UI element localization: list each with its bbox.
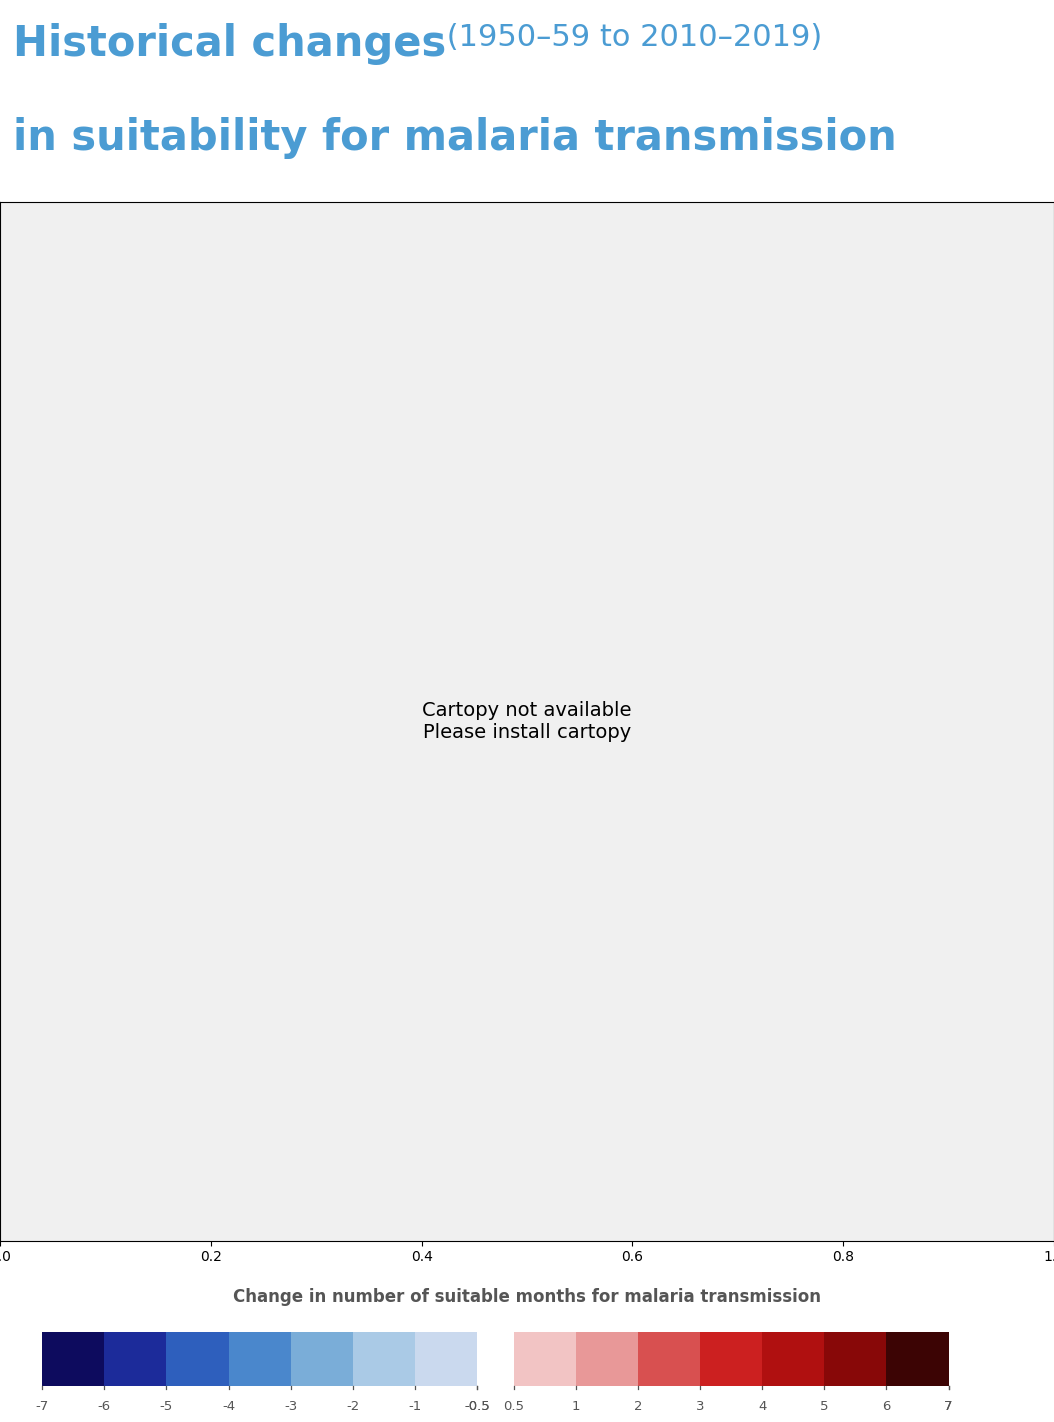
Text: 1: 1 xyxy=(571,1399,580,1413)
Bar xyxy=(42,1332,104,1386)
Text: -6: -6 xyxy=(98,1399,111,1413)
Bar xyxy=(762,1332,824,1386)
Bar xyxy=(167,1332,229,1386)
Bar xyxy=(229,1332,291,1386)
Text: 0.5: 0.5 xyxy=(503,1399,524,1413)
Text: 2: 2 xyxy=(633,1399,642,1413)
Bar xyxy=(415,1332,477,1386)
Bar xyxy=(575,1332,638,1386)
Text: 3: 3 xyxy=(696,1399,704,1413)
Text: -5: -5 xyxy=(160,1399,173,1413)
Text: Cartopy not available
Please install cartopy: Cartopy not available Please install car… xyxy=(423,701,631,742)
Bar xyxy=(886,1332,949,1386)
Text: -0.5: -0.5 xyxy=(465,1399,490,1413)
Bar xyxy=(700,1332,762,1386)
Bar xyxy=(824,1332,886,1386)
Text: 6: 6 xyxy=(882,1399,891,1413)
Text: 7: 7 xyxy=(944,1399,953,1413)
Bar xyxy=(638,1332,700,1386)
Text: -0.5: -0.5 xyxy=(465,1399,490,1413)
Text: Change in number of suitable months for malaria transmission: Change in number of suitable months for … xyxy=(233,1288,821,1305)
Text: in suitability for malaria transmission: in suitability for malaria transmission xyxy=(13,117,896,159)
Text: -1: -1 xyxy=(409,1399,422,1413)
Text: -7: -7 xyxy=(36,1399,48,1413)
Bar xyxy=(291,1332,353,1386)
Text: (1950–59 to 2010–2019): (1950–59 to 2010–2019) xyxy=(437,23,823,51)
Bar xyxy=(353,1332,415,1386)
Text: -2: -2 xyxy=(347,1399,359,1413)
Text: Historical changes: Historical changes xyxy=(13,23,446,64)
Text: 7: 7 xyxy=(944,1399,953,1413)
Bar xyxy=(104,1332,167,1386)
Text: 4: 4 xyxy=(758,1399,766,1413)
Text: -4: -4 xyxy=(222,1399,235,1413)
Bar xyxy=(513,1332,575,1386)
Text: 5: 5 xyxy=(820,1399,828,1413)
Text: -3: -3 xyxy=(285,1399,297,1413)
